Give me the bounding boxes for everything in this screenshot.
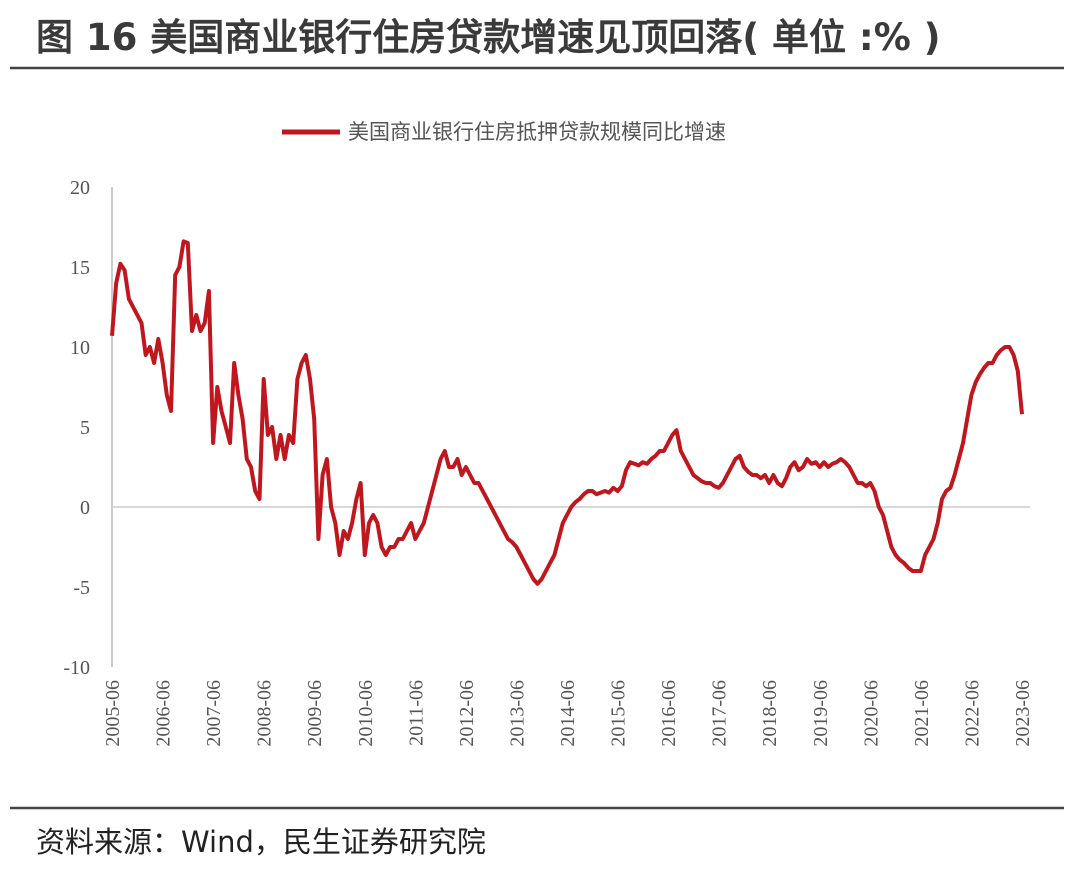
x-tick-label: 2014-06 xyxy=(557,680,579,747)
y-tick-label: 5 xyxy=(80,417,90,439)
x-tick-label: 2022-06 xyxy=(961,680,983,747)
x-tick-label: 2016-06 xyxy=(658,680,680,747)
y-tick-label: 10 xyxy=(70,337,90,359)
y-tick-label: 20 xyxy=(70,177,90,199)
source-note: 资料来源：Wind，民生证券研究院 xyxy=(36,825,486,859)
x-tick-label: 2007-06 xyxy=(203,680,225,747)
x-tick-label: 2010-06 xyxy=(355,680,377,747)
x-tick-label: 2005-06 xyxy=(102,680,124,747)
y-tick-label: -10 xyxy=(63,657,90,679)
x-tick-label: 2012-06 xyxy=(456,680,478,747)
legend-label: 美国商业银行住房抵押贷款规模同比增速 xyxy=(348,120,726,144)
x-tick-label: 2006-06 xyxy=(153,680,175,747)
y-tick-label: 0 xyxy=(80,497,90,519)
x-tick-label: 2019-06 xyxy=(810,680,832,747)
x-tick-label: 2018-06 xyxy=(759,680,781,747)
chart-title: 图 16 美国商业银行住房贷款增速见顶回落( 单位 :% ) xyxy=(36,16,941,59)
x-tick-label: 2023-06 xyxy=(1012,680,1034,747)
x-tick-label: 2008-06 xyxy=(254,680,276,747)
x-tick-label: 2011-06 xyxy=(405,680,427,746)
x-tick-label: 2021-06 xyxy=(911,680,933,747)
x-tick-label: 2009-06 xyxy=(304,680,326,747)
x-tick-label: 2013-06 xyxy=(506,680,528,747)
y-tick-label: -5 xyxy=(73,577,90,599)
y-tick-label: 15 xyxy=(70,257,90,279)
data-line xyxy=(110,239,1024,586)
x-tick-label: 2015-06 xyxy=(608,680,630,747)
x-tick-label: 2020-06 xyxy=(860,680,882,747)
x-tick-label: 2017-06 xyxy=(709,680,731,747)
